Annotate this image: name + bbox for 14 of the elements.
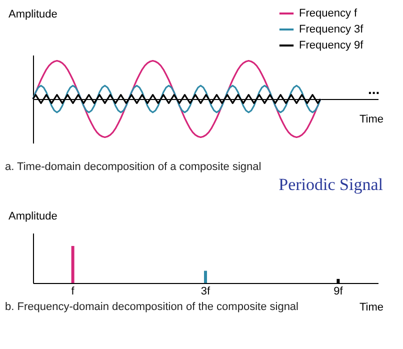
x-tick-label: 9f	[334, 286, 344, 298]
legend-label: Frequency 3f	[299, 24, 364, 36]
x-tick-label: 3f	[200, 286, 212, 298]
y-axis-title: Amplitude	[8, 210, 58, 222]
chart-title: Periodic Signal	[278, 175, 384, 194]
y-axis-title: Amplitude	[8, 8, 58, 20]
legend-label: Frequency 9f	[299, 40, 364, 52]
legend-label: Frequency f	[299, 8, 358, 20]
x-axis-title: Time	[359, 302, 384, 314]
text: ...	[368, 81, 380, 97]
text: a. Time-domain decomposition of a composite signal	[5, 161, 262, 173]
text: b. Frequency-domain decomposition of the composite signal	[5, 301, 298, 313]
x-tick-label: f	[71, 286, 76, 298]
x-axis-title: Time	[359, 114, 384, 126]
